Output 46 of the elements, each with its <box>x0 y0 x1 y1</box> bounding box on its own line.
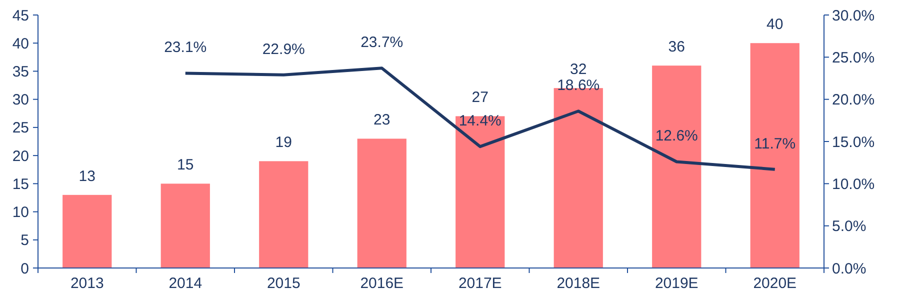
data-label: 13 <box>78 168 96 185</box>
y-tick-label: 5 <box>20 232 29 250</box>
y2-tick-label: 5.0% <box>832 218 866 236</box>
data-label: 15 <box>177 156 194 174</box>
data-label: 27 <box>472 89 488 106</box>
y-tick-label: 15 <box>12 176 29 193</box>
x-tick-label: 2020E <box>753 275 797 292</box>
y-tick-label: 40 <box>12 35 29 52</box>
x-tick-label: 2016E <box>360 275 404 292</box>
y-tick-label: 45 <box>12 7 29 24</box>
data-label: 36 <box>668 38 685 56</box>
x-tick-label: 2015 <box>266 275 300 292</box>
y2-tick-label: 15.0% <box>832 134 875 151</box>
y2-tick-label: 25.0% <box>832 49 875 66</box>
x-tick-label: 2018E <box>556 275 600 292</box>
x-tick-label: 2019E <box>654 275 698 292</box>
data-label: 23.1% <box>164 39 207 56</box>
y2-tick-label: 10.0% <box>832 176 875 193</box>
y2-tick-label: 0.0% <box>832 260 866 278</box>
bar <box>456 116 505 268</box>
data-label: 40 <box>766 16 784 34</box>
bar <box>357 138 406 268</box>
x-tick-label: 2013 <box>70 275 104 292</box>
bar <box>259 161 308 268</box>
data-label: 11.7% <box>754 135 796 152</box>
y2-tick-label: 20.0% <box>832 92 875 109</box>
data-label: 12.6% <box>655 128 698 145</box>
bar <box>750 43 800 268</box>
y-tick-label: 30 <box>12 92 29 109</box>
bar <box>160 184 210 268</box>
y-tick-label: 35 <box>12 63 29 80</box>
data-label: 19 <box>275 134 292 152</box>
y-tick-label: 20 <box>12 148 29 165</box>
data-label: 22.9% <box>262 40 305 58</box>
x-tick-label: 2017E <box>458 275 502 292</box>
data-label: 14.4% <box>458 112 502 130</box>
bar <box>62 194 112 268</box>
y-tick-label: 10 <box>12 204 29 222</box>
y2-tick-label: 30.0% <box>832 7 875 24</box>
y-tick-label: 0 <box>20 260 29 278</box>
data-label: 23 <box>374 112 390 129</box>
x-tick-label: 2014 <box>168 275 202 292</box>
data-label: 32 <box>570 61 587 78</box>
data-label: 23.7% <box>360 34 404 52</box>
bar <box>652 66 702 268</box>
y-tick-label: 25 <box>12 120 29 137</box>
